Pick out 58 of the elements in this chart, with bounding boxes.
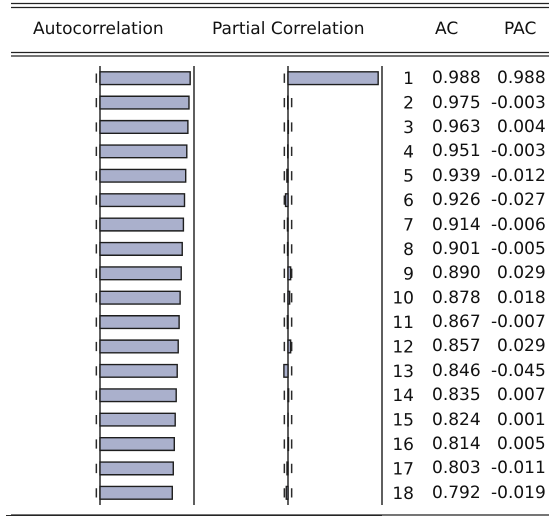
y-tick-label: 9 [403,264,414,284]
data-label: -0.019 [491,483,546,503]
text: AC [435,19,458,39]
y-tick-label: 1 [403,69,414,90]
y-tick-label: 17 [392,459,414,480]
data-label: 0.890 [432,263,481,283]
data-label: 0.878 [432,288,481,308]
data-label: 0.846 [432,361,481,381]
data-label: 0.029 [497,263,546,283]
y-tick-label: 10 [392,288,414,309]
data-label: 0.029 [497,336,546,356]
data-label: 0.988 [432,68,481,88]
y-tick-label: 3 [403,118,414,138]
y-tick-label: 14 [392,386,414,406]
y-tick-label: 4 [403,142,414,162]
data-label: -0.003 [491,141,546,161]
data-label: 0.975 [432,93,481,113]
y-tick-label: 6 [403,191,414,212]
data-label: 0.007 [497,385,546,405]
data-label: -0.005 [491,239,546,259]
data-label: -0.007 [491,312,546,332]
data-label: 0.814 [432,434,481,454]
data-label: 0.901 [432,239,481,259]
data-label: 0.001 [497,410,546,430]
data-label: -0.027 [491,190,546,210]
data-label: -0.006 [491,215,546,235]
y-tick-label: 7 [403,215,414,236]
data-label: 0.857 [432,336,481,356]
data-label: 0.963 [432,117,481,137]
chart-title: Autocorrelation [33,19,164,39]
data-label: 0.926 [432,190,481,210]
data-label: -0.011 [491,458,546,478]
chart-title: Partial Correlation [212,19,365,39]
data-label: -0.003 [491,93,546,113]
data-label: 0.951 [432,141,481,161]
data-label: 0.824 [432,410,481,430]
y-tick-label: 13 [392,362,414,382]
data-label: -0.045 [491,361,546,381]
data-label: 0.005 [497,434,546,454]
y-tick-label: 16 [392,434,414,455]
y-tick-label: 18 [392,484,414,504]
data-label: 0.939 [432,166,481,186]
y-tick-label: 2 [403,94,414,114]
y-tick-label: 5 [403,166,414,187]
y-tick-label: 12 [392,337,414,358]
data-label: 0.792 [432,483,481,503]
data-label: 0.867 [432,312,481,332]
data-label: 0.018 [497,288,546,308]
y-tick-label: 15 [392,410,414,431]
data-label: 0.835 [432,385,481,405]
data-label: 0.004 [497,117,546,137]
data-label: 0.914 [432,215,481,235]
data-label: 0.988 [497,68,546,88]
data-label: 0.803 [432,458,481,478]
text: PAC [504,19,536,39]
y-tick-label: 8 [403,240,414,260]
y-tick-label: 11 [392,313,414,334]
data-label: -0.012 [491,166,546,186]
